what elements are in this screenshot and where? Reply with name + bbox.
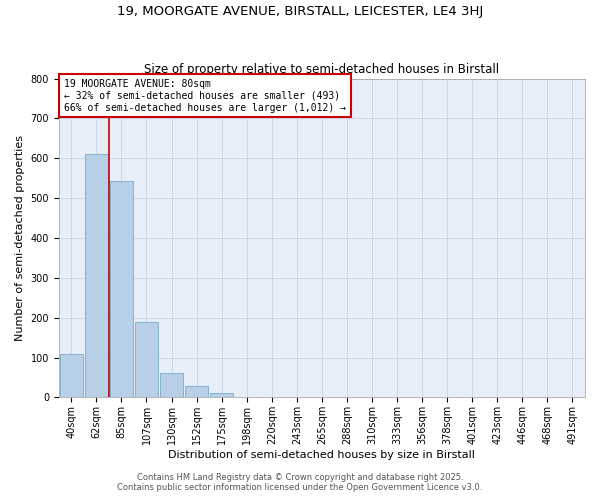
Bar [160,372,183,398]
Bar [135,322,158,398]
Text: Contains HM Land Registry data © Crown copyright and database right 2025.
Contai: Contains HM Land Registry data © Crown c… [118,473,482,492]
Bar [85,154,107,398]
Bar [185,386,208,398]
Y-axis label: Number of semi-detached properties: Number of semi-detached properties [15,135,25,341]
Text: 19 MOORGATE AVENUE: 80sqm
← 32% of semi-detached houses are smaller (493)
66% of: 19 MOORGATE AVENUE: 80sqm ← 32% of semi-… [64,80,346,112]
X-axis label: Distribution of semi-detached houses by size in Birstall: Distribution of semi-detached houses by … [169,450,475,460]
Text: 19, MOORGATE AVENUE, BIRSTALL, LEICESTER, LE4 3HJ: 19, MOORGATE AVENUE, BIRSTALL, LEICESTER… [117,5,483,18]
Bar [110,180,133,398]
Bar [60,354,83,398]
Bar [211,394,233,398]
Title: Size of property relative to semi-detached houses in Birstall: Size of property relative to semi-detach… [145,63,499,76]
